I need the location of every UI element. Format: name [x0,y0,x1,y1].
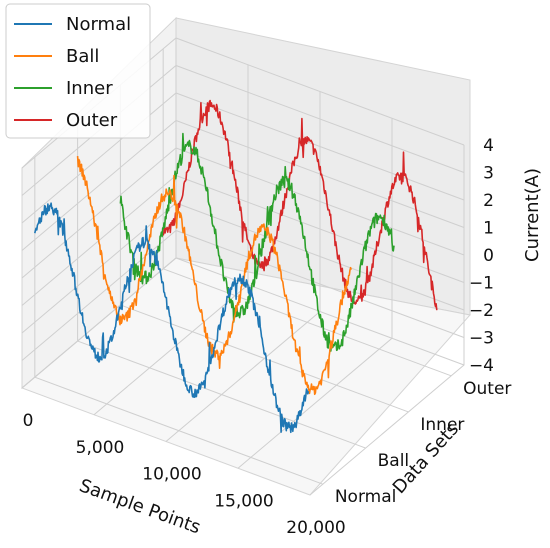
y-tick-label: Inner [420,415,464,435]
x-axis-label: Sample Points [76,475,203,538]
series-line-outer [162,99,438,311]
chart-legend: Normal Ball Inner Outer [5,3,151,139]
z-tick-label: −4 [469,356,494,376]
z-tick-label: −2 [469,301,494,321]
x-tick-label: 20,000 [286,518,345,538]
series-line-inner [119,132,395,352]
z-tick-label: 2 [483,191,494,211]
x-tick-label: 5,000 [76,438,125,458]
z-tick-label: −1 [469,274,494,294]
x-tick-label: 0 [23,411,34,431]
legend-label: Inner [66,78,113,99]
y-tick-label: Normal [335,487,397,507]
series-line-normal [34,202,310,434]
grid-line-z [21,119,465,251]
legend-box [5,3,151,139]
legend-label: Outer [66,110,118,131]
z-tick-label: −3 [469,329,494,349]
z-tick-label: 1 [483,219,494,239]
z-axis-label: Current(A) [522,168,543,262]
y-tick-label: Outer [463,379,511,399]
grid-line-z [21,257,465,389]
x-tick-label: 10,000 [142,465,201,485]
z-tick-label: 4 [483,136,494,156]
grid-line-z [21,147,465,279]
chart-series [34,99,438,434]
legend-label: Normal [66,14,131,35]
grid-line-z [21,64,465,196]
x-tick-label: 15,000 [214,491,273,511]
z-tick-label: 3 [483,164,494,184]
grid-line-z [21,92,465,224]
grid-line-z [21,229,465,361]
y-tick-label: Ball [378,451,410,471]
legend-label: Ball [66,46,99,67]
z-tick-label: 0 [483,246,494,266]
